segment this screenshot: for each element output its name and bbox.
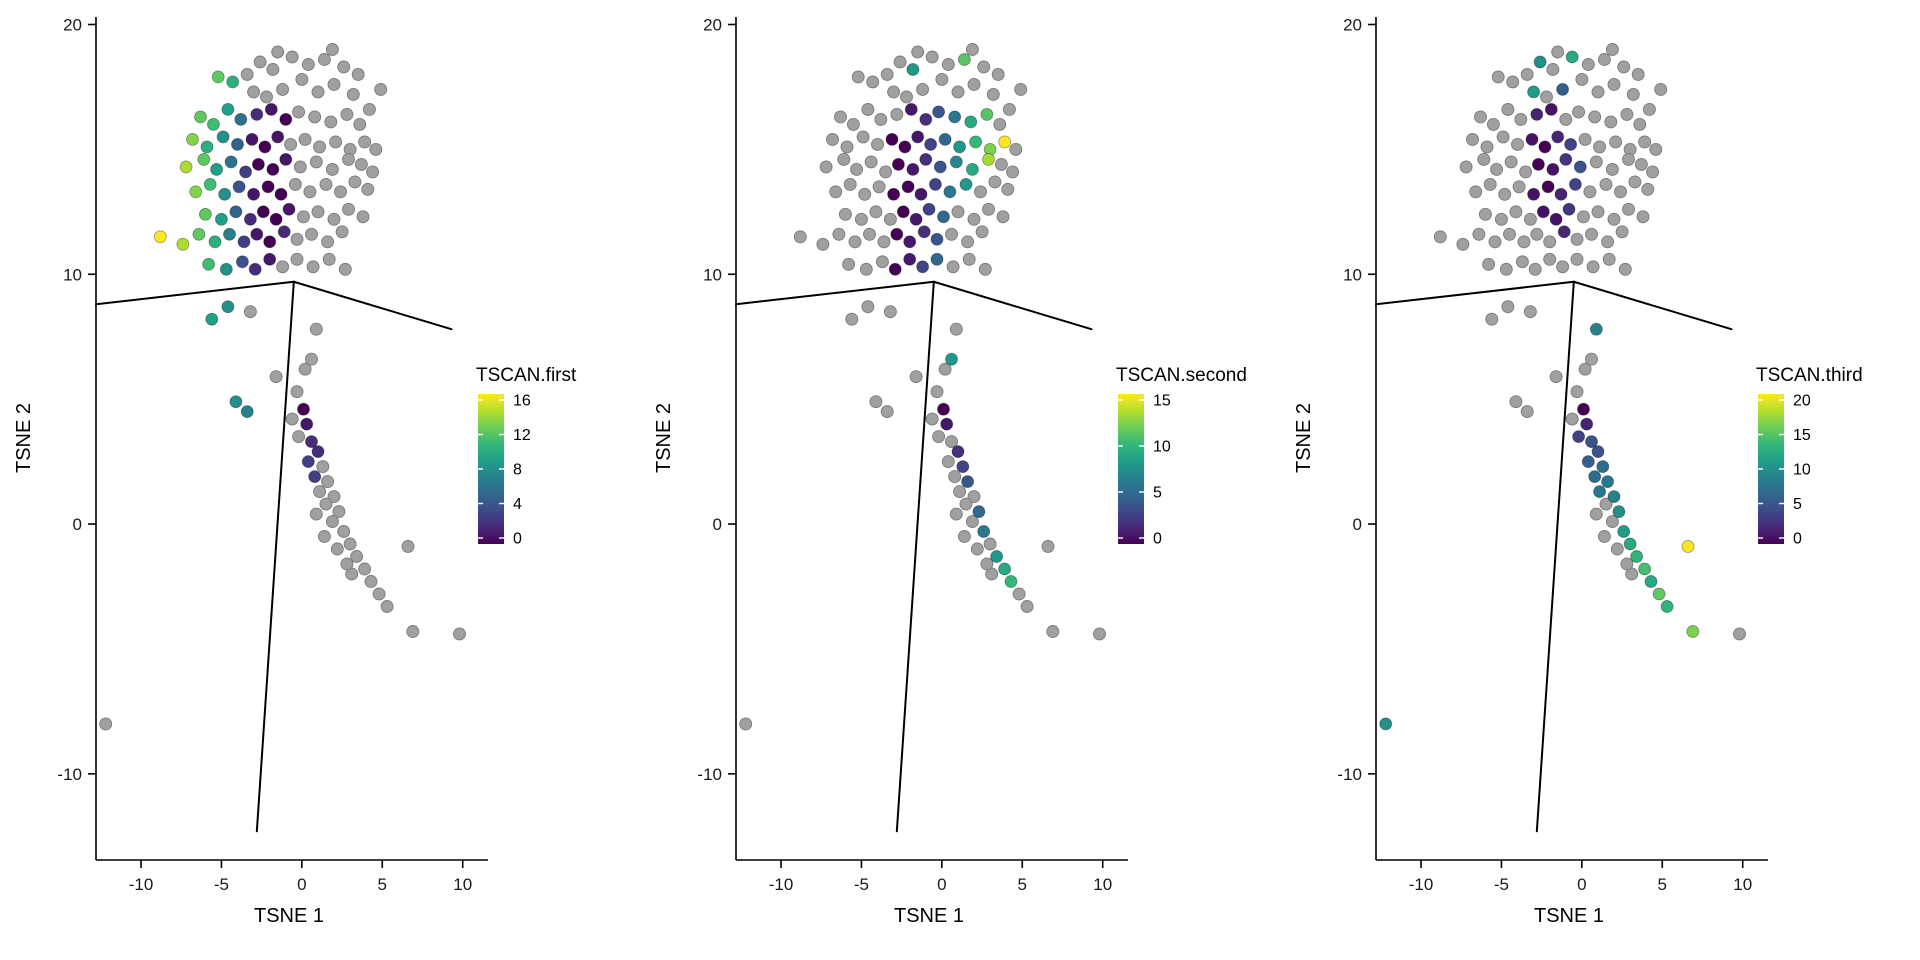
- svg-text:0: 0: [1353, 515, 1362, 534]
- axes: -10 -5 0 5 10 -10 0 10 20: [697, 15, 1128, 894]
- svg-text:10: 10: [1793, 462, 1811, 479]
- svg-text:-10: -10: [57, 765, 82, 784]
- svg-text:0: 0: [297, 875, 306, 894]
- svg-text:-10: -10: [1337, 765, 1362, 784]
- y-axis-label: TSNE 2: [13, 403, 35, 473]
- svg-text:5: 5: [1793, 496, 1802, 513]
- svg-text:-5: -5: [854, 875, 869, 894]
- svg-text:-10: -10: [1409, 875, 1434, 894]
- svg-text:5: 5: [378, 875, 387, 894]
- x-axis-label: TSNE 1: [1534, 905, 1604, 927]
- svg-text:5: 5: [1658, 875, 1667, 894]
- svg-text:20: 20: [63, 15, 82, 34]
- svg-text:15: 15: [1153, 393, 1171, 410]
- tsne-plot-second: -10 -5 0 5 10 -10 0 10 20 TSNE 1 TSNE 2 TSCAN.se…: [653, 15, 1247, 927]
- svg-text:0: 0: [1153, 531, 1162, 548]
- mst-trajectory: [95, 280, 453, 833]
- svg-text:-10: -10: [129, 875, 154, 894]
- scatter-points: [739, 43, 1106, 731]
- svg-text:0: 0: [513, 531, 522, 548]
- mst-trajectory: [1375, 280, 1733, 833]
- svg-text:15: 15: [1793, 427, 1811, 444]
- svg-text:0: 0: [1793, 531, 1802, 548]
- svg-text:16: 16: [513, 393, 531, 410]
- tsne-plot-first: -10 -5 0 5 10 -10 0 10 20 TSNE 1 TSNE 2 TSCAN.fi…: [13, 15, 577, 927]
- axes: -10 -5 0 5 10 -10 0 10 20: [57, 15, 488, 894]
- svg-text:10: 10: [453, 875, 472, 894]
- svg-text:12: 12: [513, 427, 531, 444]
- legend-colorbar: 0 5 10 15: [1118, 393, 1171, 548]
- svg-text:-10: -10: [697, 765, 722, 784]
- svg-text:20: 20: [703, 15, 722, 34]
- svg-text:0: 0: [713, 515, 722, 534]
- svg-text:4: 4: [513, 496, 522, 513]
- legend-title: TSCAN.third: [1756, 365, 1863, 386]
- svg-text:-5: -5: [214, 875, 229, 894]
- mst-trajectory: [735, 280, 1093, 833]
- svg-text:-5: -5: [1494, 875, 1509, 894]
- svg-text:20: 20: [1343, 15, 1362, 34]
- scatter-points: [1379, 43, 1746, 731]
- y-axis-label: TSNE 2: [653, 403, 675, 473]
- svg-text:8: 8: [513, 462, 522, 479]
- legend-title: TSCAN.first: [476, 365, 577, 386]
- svg-text:5: 5: [1018, 875, 1027, 894]
- svg-text:0: 0: [937, 875, 946, 894]
- svg-text:10: 10: [1153, 439, 1171, 456]
- svg-text:10: 10: [1343, 265, 1362, 284]
- svg-text:20: 20: [1793, 393, 1811, 410]
- svg-text:0: 0: [1577, 875, 1586, 894]
- x-axis-label: TSNE 1: [894, 905, 964, 927]
- svg-text:10: 10: [703, 265, 722, 284]
- tsne-plot-third: -10 -5 0 5 10 -10 0 10 20 TSNE 1 TSNE 2 TSCAN.th…: [1293, 15, 1863, 927]
- svg-text:10: 10: [63, 265, 82, 284]
- panel-tscan-first: -10 -5 0 5 10 -10 0 10 20 TSNE 1 TSNE 2 TSCAN.fi…: [0, 0, 640, 960]
- svg-text:10: 10: [1093, 875, 1112, 894]
- panel-tscan-second: -10 -5 0 5 10 -10 0 10 20 TSNE 1 TSNE 2 TSCAN.se…: [640, 0, 1280, 960]
- scatter-points: [99, 43, 466, 731]
- svg-text:0: 0: [73, 515, 82, 534]
- axes: -10 -5 0 5 10 -10 0 10 20: [1337, 15, 1768, 894]
- x-axis-label: TSNE 1: [254, 905, 324, 927]
- legend-colorbar: 0 5 10 15 20: [1758, 393, 1811, 548]
- legend-title: TSCAN.second: [1116, 365, 1247, 386]
- y-axis-label: TSNE 2: [1293, 403, 1315, 473]
- svg-text:10: 10: [1733, 875, 1752, 894]
- svg-text:5: 5: [1153, 485, 1162, 502]
- svg-text:-10: -10: [769, 875, 794, 894]
- panel-tscan-third: -10 -5 0 5 10 -10 0 10 20 TSNE 1 TSNE 2 TSCAN.th…: [1280, 0, 1920, 960]
- legend-colorbar: 0 4 8 12 16: [478, 393, 531, 548]
